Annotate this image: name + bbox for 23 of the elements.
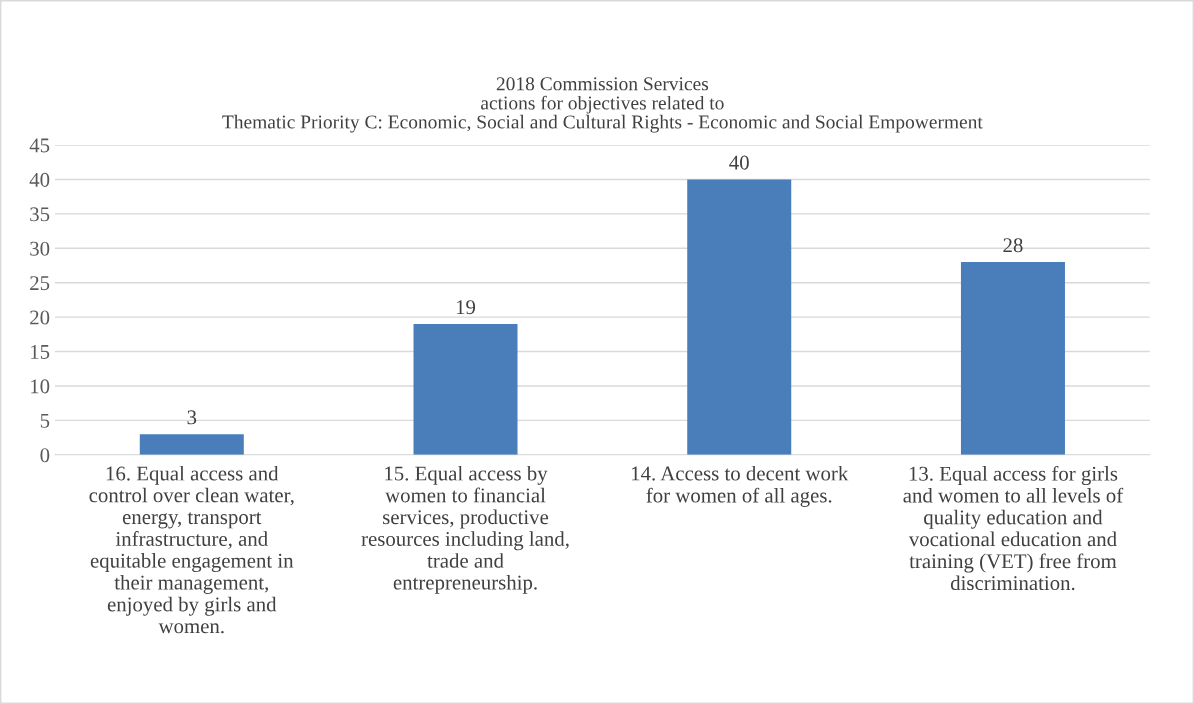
data-label: 3 xyxy=(187,410,197,425)
x-tick-label: 15. Equal access by women to financial services, productive resources including land, trade and entrepreneurship. xyxy=(361,465,569,594)
y-tick-label: 0 xyxy=(40,448,50,463)
bar xyxy=(687,179,792,455)
y-tick-label: 10 xyxy=(31,379,50,394)
bar xyxy=(413,324,518,455)
x-tick-label: 16. Equal access and control over clean water, energy, transport infrastructure, and equitable engagement in their management, enjoyed by girls and women. xyxy=(89,465,294,634)
bar xyxy=(960,262,1065,455)
data-label: 19 xyxy=(456,300,476,315)
y-tick-label: 15 xyxy=(31,345,50,359)
y-tick-label: 40 xyxy=(29,172,50,187)
chart-title: 2018 Commission Services actions for objectives related to Thematic Priority C: Economic, Social and Cultural Rights - Economic and Social Empowerment xyxy=(222,77,983,133)
x-tick-label: 14. Access to decent work for women of all ages. xyxy=(632,465,849,507)
data-label: 28 xyxy=(1003,238,1023,253)
y-tick-label: 30 xyxy=(30,241,50,256)
y-tick-label: 25 xyxy=(30,276,50,291)
y-tick-label: 20 xyxy=(30,310,50,325)
data-label: 40 xyxy=(729,155,749,170)
x-tick-label: 13. Equal access for girls and women to all levels of quality education and vocational education and training (VET) free from discrimination. xyxy=(903,465,1124,591)
y-tick-label: 5 xyxy=(40,413,50,428)
bar xyxy=(139,434,244,455)
y-tick-label: 35 xyxy=(30,207,50,222)
y-tick-label: 45 xyxy=(29,138,50,153)
